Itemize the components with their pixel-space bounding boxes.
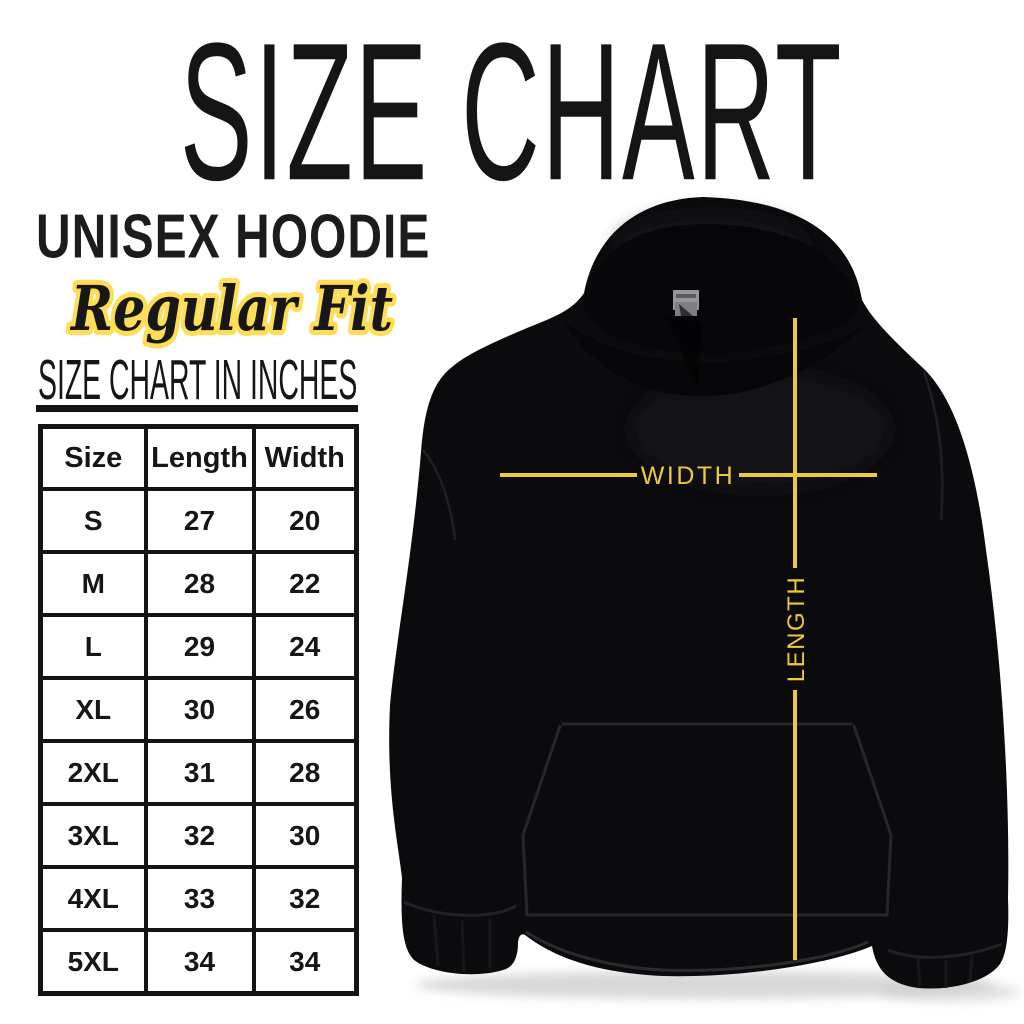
- length-cell: 32: [143, 802, 256, 869]
- product-name: UNISEX HOODIE: [36, 206, 429, 268]
- table-heading: SIZE CHART IN INCHES: [38, 352, 360, 409]
- product-fit-text: Regular Fit: [69, 272, 393, 345]
- table-row: L 29 24: [38, 613, 359, 680]
- kangaroo-pocket: [521, 722, 893, 917]
- brand-tag: [673, 290, 699, 316]
- hood-opening: [584, 224, 858, 354]
- length-cell: 33: [143, 865, 256, 932]
- table-row: 5XL 34 34: [38, 928, 359, 996]
- right-cuff-seam: [887, 942, 1003, 959]
- hood-inner-shadow: [666, 318, 703, 388]
- left-cuff-seam: [403, 900, 517, 917]
- table-heading-text: SIZE CHART IN INCHES: [38, 349, 358, 412]
- width-cell: 24: [251, 613, 359, 680]
- width-label: WIDTH: [641, 462, 735, 490]
- page-title: SIZE CHART: [0, 13, 1024, 209]
- shoulder-seam-left: [422, 449, 457, 541]
- table-row: 2XL 31 28: [38, 739, 359, 806]
- width-cell: 28: [251, 739, 359, 806]
- cuff-ribs: [432, 914, 974, 988]
- product-fit: Regular Fit: [64, 267, 398, 350]
- column-header-length: Length: [143, 424, 256, 491]
- size-cell: 2XL: [38, 739, 148, 806]
- size-cell: M: [38, 550, 148, 617]
- length-cell: 29: [143, 613, 256, 680]
- size-cell: S: [38, 487, 148, 554]
- table-header-row: Size Length Width: [38, 424, 359, 491]
- size-cell: 4XL: [38, 865, 148, 932]
- product-name-text: UNISEX HOODIE: [36, 203, 431, 272]
- length-cell: 34: [143, 928, 256, 996]
- table-row: 4XL 33 32: [38, 865, 359, 932]
- width-cell: 34: [251, 928, 359, 996]
- size-table: Size Length Width S 27 20 M 28 22 L 29 2…: [38, 424, 359, 996]
- shoulder-seam-right: [922, 371, 944, 521]
- length-cell: 27: [143, 487, 256, 554]
- width-cell: 20: [251, 487, 359, 554]
- heading-underline: [36, 405, 358, 412]
- length-cell: 28: [143, 550, 256, 617]
- hoodie-diagram: WIDTH LENGTH: [389, 197, 1020, 1002]
- size-cell: L: [38, 613, 148, 680]
- page-title-text: SIZE CHART: [180, 1, 844, 222]
- size-cell: XL: [38, 676, 148, 743]
- width-cell: 30: [251, 802, 359, 869]
- hood-drape-shadow: [563, 322, 866, 397]
- length-label: LENGTH: [783, 576, 810, 682]
- table-row: 3XL 32 30: [38, 802, 359, 869]
- column-header-width: Width: [251, 424, 359, 491]
- table-row: XL 30 26: [38, 676, 359, 743]
- size-cell: 5XL: [38, 928, 148, 996]
- ground-shadow: [415, 971, 995, 999]
- length-cell: 31: [143, 739, 256, 806]
- width-cell: 22: [251, 550, 359, 617]
- width-cell: 32: [251, 865, 359, 932]
- length-cell: 30: [143, 676, 256, 743]
- hem-seam: [525, 930, 869, 972]
- table-row: S 27 20: [38, 487, 359, 554]
- size-cell: 3XL: [38, 802, 148, 869]
- width-cell: 26: [251, 676, 359, 743]
- table-row: M 28 22: [38, 550, 359, 617]
- column-header-size: Size: [38, 424, 148, 491]
- fabric-sheen: [630, 370, 890, 490]
